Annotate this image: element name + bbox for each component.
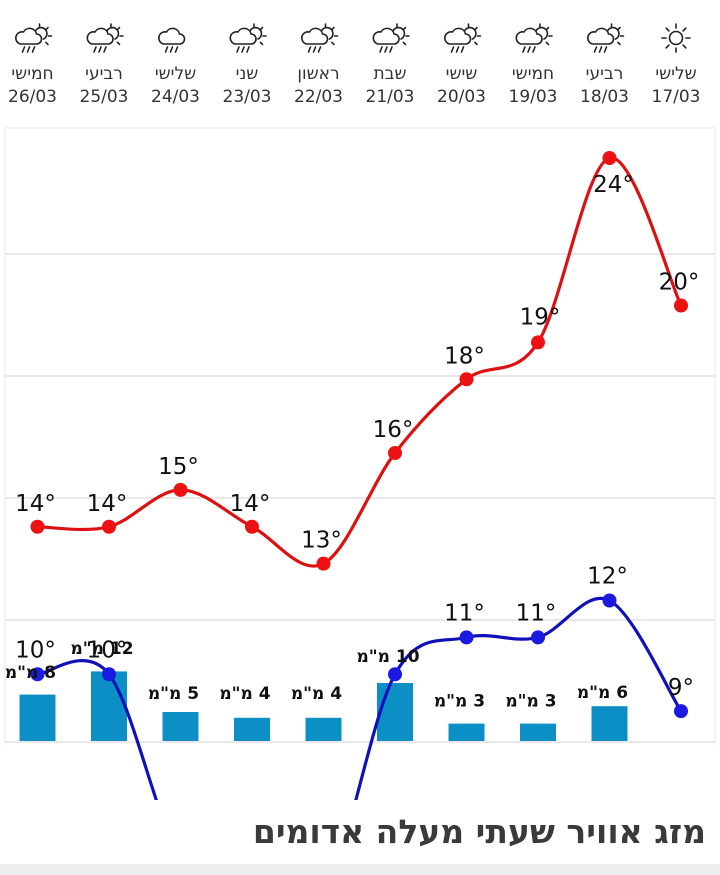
day-label: שני xyxy=(236,64,259,84)
precip-label: 3 מ"מ xyxy=(505,692,556,712)
precip-label: 12 מ"מ xyxy=(70,639,133,659)
min-temp-label: 12° xyxy=(587,564,628,590)
max-temp-label: 16° xyxy=(373,417,414,443)
weather-chart: שלישי 17/03 רביעי 18/03 חמישי 19/03 שישי 20/03 ש… xyxy=(4,23,716,800)
min-temp-point xyxy=(531,630,545,645)
precip-label: 4 מ"מ xyxy=(219,684,270,704)
min-temp-point xyxy=(674,704,688,719)
max-temp-point xyxy=(173,482,188,497)
max-temp-point xyxy=(316,556,331,571)
max-temp-label: 19° xyxy=(520,304,561,330)
min-temp-point xyxy=(388,667,402,682)
date-label: 26/03 xyxy=(8,87,57,107)
precip-bar xyxy=(162,712,199,741)
precip-bar xyxy=(234,717,270,741)
max-temp-label: 13° xyxy=(301,528,342,554)
max-temp-label: 18° xyxy=(444,343,485,369)
day-label: חמישי xyxy=(512,64,554,84)
min-temp-line xyxy=(37,596,683,800)
max-temp-label: 20° xyxy=(659,270,700,296)
max-temp-point xyxy=(602,151,617,165)
day-label: שלישי xyxy=(655,64,696,84)
precip-label: 3 מ"מ xyxy=(434,692,485,712)
max-temp-point xyxy=(102,519,116,534)
day-label: שבת xyxy=(373,64,406,84)
date-label: 21/03 xyxy=(366,87,415,107)
min-temp-point xyxy=(30,667,45,682)
cloud-sun-rain-icon xyxy=(15,23,53,53)
min-temp-point xyxy=(459,630,474,645)
min-temp-point xyxy=(102,667,116,682)
min-temp-label: 11° xyxy=(444,600,485,626)
min-temp-point xyxy=(602,593,617,608)
max-temp-point xyxy=(531,335,545,350)
precip-label: 10 מ"מ xyxy=(356,647,419,667)
precip-label: 4 מ"מ xyxy=(291,684,342,704)
day-label: חמישי xyxy=(11,64,53,84)
cloud-rain-icon xyxy=(158,27,186,53)
precip-bar xyxy=(520,723,556,741)
date-label: 20/03 xyxy=(437,87,486,107)
cloud-sun-rain-icon xyxy=(372,23,410,53)
max-temp-label: 24° xyxy=(593,172,634,198)
date-label: 19/03 xyxy=(509,87,558,107)
date-label: 25/03 xyxy=(80,87,129,107)
precip-label: 5 מ"מ xyxy=(148,684,199,704)
day-label: ראשון xyxy=(297,64,339,84)
precip-bar xyxy=(448,723,485,741)
min-temp-label: 10° xyxy=(87,637,128,663)
date-label: 17/03 xyxy=(652,87,701,107)
day-label: רביעי xyxy=(85,64,123,84)
date-label: 23/03 xyxy=(223,87,272,107)
day-label: שלישי xyxy=(155,64,196,84)
cloud-sun-rain-icon xyxy=(444,23,482,53)
precip-bar xyxy=(591,706,628,741)
min-temp-label: 10° xyxy=(15,637,56,663)
day-label: רביעי xyxy=(586,64,624,84)
bottom-band xyxy=(0,864,720,875)
date-label: 18/03 xyxy=(580,87,629,107)
precip-bar xyxy=(377,683,413,741)
max-temp-point xyxy=(245,519,259,534)
date-label: 24/03 xyxy=(151,87,200,107)
max-temp-label: 15° xyxy=(158,454,199,480)
max-temp-point xyxy=(388,446,402,460)
max-temp-label: 14° xyxy=(87,491,128,517)
cloud-sun-rain-icon xyxy=(229,23,267,53)
cloud-sun-rain-icon xyxy=(587,23,625,53)
section-title: מזג אוויר שעתי מעלה אדומים xyxy=(252,812,706,851)
cloud-sun-rain-icon xyxy=(86,23,124,53)
precip-bar xyxy=(19,694,56,741)
max-temp-label: 14° xyxy=(230,491,271,517)
day-label: שישי xyxy=(446,64,478,84)
sun-icon xyxy=(661,23,691,53)
date-label: 22/03 xyxy=(294,87,343,107)
precip-label: 6 מ"מ xyxy=(577,683,628,703)
max-temp-point xyxy=(459,372,474,387)
cloud-sun-rain-icon xyxy=(301,23,339,53)
precip-bar xyxy=(305,717,342,741)
precip-bar xyxy=(91,671,127,741)
cloud-sun-rain-icon xyxy=(515,23,553,53)
max-temp-point xyxy=(30,519,45,534)
precip-label: 8 מ"מ xyxy=(5,663,56,683)
max-temp-point xyxy=(674,298,688,313)
max-temp-label: 14° xyxy=(15,491,56,517)
min-temp-label: 9° xyxy=(668,675,694,701)
min-temp-label: 11° xyxy=(516,600,557,626)
max-temp-line xyxy=(37,156,683,568)
